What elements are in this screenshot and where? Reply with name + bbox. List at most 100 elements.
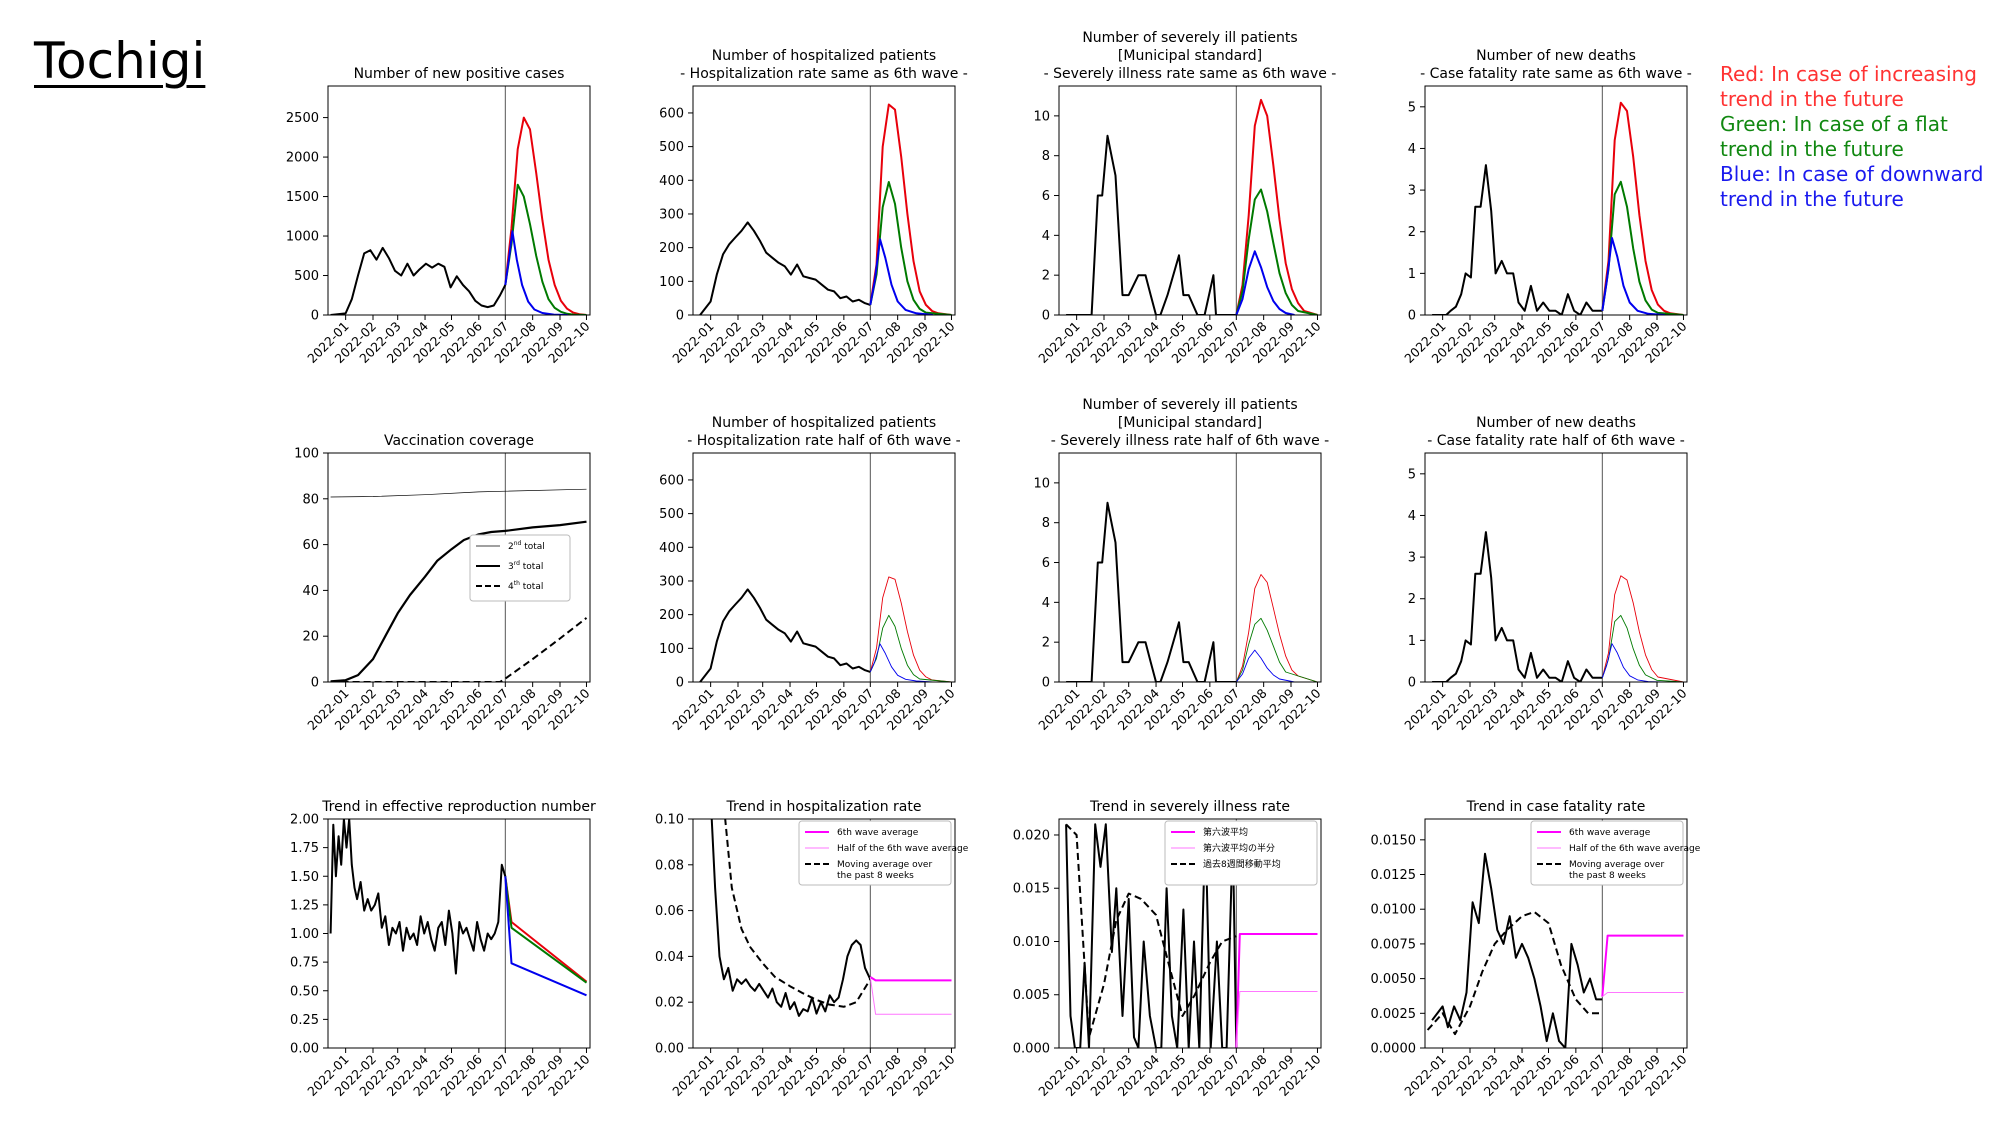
y-tick-label: 4 (1408, 142, 1416, 157)
chart-title: Trend in effective reproduction number (321, 799, 596, 815)
series-line (869, 976, 952, 982)
y-tick-label: 6 (1042, 556, 1050, 571)
y-tick-label: 0.0100 (1371, 903, 1417, 918)
y-tick-label: 4 (1408, 509, 1416, 524)
y-tick-label: 80 (302, 492, 319, 507)
chart-panel-effective-reproduction-number: Trend in effective reproduction number 0.… (290, 799, 596, 1099)
note-line: Blue: In case of downward (1720, 162, 1984, 186)
chart-title: Number of severely ill patients (1082, 397, 1297, 413)
series-line (1235, 250, 1295, 315)
chart-legend: 6th wave average Half of the 6th wave ave… (1530, 820, 1701, 886)
chart-title: Number of hospitalized patients (712, 415, 936, 431)
series-line (699, 588, 871, 682)
y-tick-label: 1 (1408, 267, 1416, 282)
chart-panel-hospitalized-same-rate: Number of hospitalized patients - Hospita… (659, 48, 968, 366)
note-line: Red: In case of increasing (1720, 62, 1977, 86)
note-line: trend in the future (1720, 187, 1904, 211)
y-tick-label: 0.015 (1013, 882, 1050, 897)
plot-frame (327, 85, 591, 316)
y-tick-label: 100 (659, 275, 684, 290)
y-tick-label: 500 (659, 140, 684, 155)
chart-panel-severely-illness-rate: Trend in severely illness rate 0.000 0.005… (1013, 799, 1324, 1099)
y-tick-label: 200 (659, 241, 684, 256)
series-line (1235, 574, 1318, 682)
plot-frame (1058, 452, 1322, 683)
chart-title: - Hospitalization rate same as 6th wave … (680, 66, 968, 82)
legend-label: 4th total (508, 580, 543, 592)
legend-label: Half of the 6th wave average (1569, 844, 1701, 854)
y-tick-label: 0.010 (1013, 935, 1050, 950)
chart-title: - Case fatality rate same as 6th wave - (1420, 66, 1692, 82)
y-tick-label: 2500 (286, 111, 319, 126)
legend-box (798, 820, 952, 886)
y-tick-label: 0.04 (655, 950, 684, 965)
y-tick-label: 2 (1408, 225, 1416, 240)
y-tick-label: 0.50 (290, 984, 319, 999)
series-line (330, 520, 587, 682)
scenario-color-note: Red: In case of increasing trend in the … (1720, 62, 2000, 212)
y-tick-label: 0 (311, 676, 319, 691)
plot-frame (327, 818, 591, 1049)
series-line (869, 103, 952, 315)
series-line (1065, 823, 1238, 1048)
legend-label: 第六波平均 (1203, 826, 1248, 838)
series-line (330, 488, 587, 498)
series-line (1431, 852, 1603, 1048)
chart-panel-vaccination-coverage: Vaccination coverage0204060801002022-012… (294, 433, 592, 733)
series-line (1065, 823, 1237, 1039)
chart-panel-new-deaths-same-rate: Number of new deaths - Case fatality rate… (1401, 48, 1692, 366)
y-tick-label: 300 (659, 574, 684, 589)
series-line (1235, 188, 1318, 315)
chart-title: [Municipal standard] (1118, 48, 1262, 64)
series-line (1432, 164, 1603, 315)
chart-title: - Hospitalization rate half of 6th wave … (687, 433, 960, 449)
y-tick-label: 40 (302, 584, 319, 599)
series-line (504, 876, 587, 997)
y-tick-label: 3 (1408, 551, 1416, 566)
y-tick-label: 0.0050 (1371, 972, 1417, 987)
y-tick-label: 0.0075 (1371, 937, 1417, 952)
chart-title: - Case fatality rate half of 6th wave - (1427, 433, 1685, 449)
chart-title: Vaccination coverage (384, 433, 534, 449)
y-tick-label: 1.50 (290, 870, 319, 885)
series-line (1601, 934, 1684, 997)
legend-label: Half of the 6th wave average (837, 844, 969, 854)
y-tick-label: 60 (302, 538, 319, 553)
y-tick-label: 1.25 (290, 898, 319, 913)
chart-title: Number of new deaths (1476, 415, 1636, 431)
series-line (1066, 501, 1237, 682)
plot-frame (327, 452, 591, 683)
series-line (1066, 134, 1237, 315)
series-line (869, 181, 952, 315)
series-line (1235, 933, 1318, 1048)
page-title: Tochigi (34, 32, 206, 90)
y-tick-label: 500 (294, 269, 319, 284)
series-line (1235, 98, 1318, 315)
y-tick-label: 20 (302, 630, 319, 645)
y-tick-label: 2 (1042, 636, 1050, 651)
y-tick-label: 0.0125 (1371, 868, 1417, 883)
y-tick-label: 2 (1408, 592, 1416, 607)
y-tick-label: 1.75 (290, 841, 319, 856)
series-line (329, 819, 507, 975)
y-tick-label: 4 (1042, 229, 1050, 244)
y-tick-label: 0 (311, 309, 319, 324)
y-tick-label: 0 (676, 676, 684, 691)
chart-panel-severely-ill-same-rate: Number of severely ill patients [Municipa… (1033, 30, 1336, 366)
y-tick-label: 300 (659, 207, 684, 222)
chart-legend: 2nd total 3rd total 4th total (469, 534, 571, 602)
plot-frame (1424, 85, 1688, 316)
legend-label: 3rd total (508, 560, 543, 572)
y-tick-label: 0.0000 (1371, 1042, 1417, 1057)
y-tick-label: 5 (1408, 100, 1416, 115)
plot-frame (1424, 818, 1688, 1049)
chart-panel-case-fatality-rate: Trend in case fatality rate 0.0000 0.0025 0… (1371, 799, 1701, 1099)
y-tick-label: 0.10 (655, 813, 684, 828)
chart-title: - Severely illness rate half of 6th wave… (1051, 433, 1329, 449)
series-line (504, 116, 587, 315)
plot-frame (692, 818, 956, 1049)
chart-panel-new-positive-cases: Number of new positive cases 0 500 1000 1500… (286, 66, 593, 366)
y-tick-label: 4 (1042, 596, 1050, 611)
y-tick-label: 1500 (286, 190, 319, 205)
